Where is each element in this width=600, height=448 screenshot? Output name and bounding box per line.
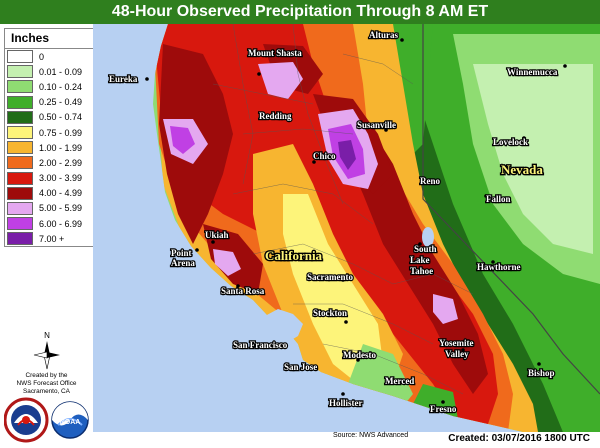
legend-row: 7.00 +: [5, 231, 93, 246]
legend-row: 0: [5, 49, 93, 64]
legend-label: 6.00 - 6.99: [39, 218, 83, 229]
legend-label: 7.00 +: [39, 233, 65, 244]
label-hollister: Hollister: [329, 398, 363, 408]
legend-swatch: [7, 95, 33, 109]
label-lovelock: Lovelock: [493, 137, 528, 147]
legend-row: 0.75 - 0.99: [5, 125, 93, 140]
label-stockton: Stockton: [313, 308, 347, 318]
label-winnemucca: Winnemucca: [507, 67, 558, 77]
legend-row: 0.01 - 0.09: [5, 64, 93, 79]
label-reno: Reno: [420, 176, 440, 186]
label-san-francisco: San Francisco: [233, 340, 288, 350]
legend-row: 2.00 - 2.99: [5, 155, 93, 170]
legend-row: 0.10 - 0.24: [5, 79, 93, 94]
noaa-logo-icon: NOAA: [51, 401, 89, 439]
source-text: Source: NWS Advanced: [333, 432, 409, 439]
label-merced: Merced: [385, 376, 414, 386]
precip-legend: Inches 0 0.01 - 0.09 0.10 - 0.24 0.25 - 0.4…: [4, 28, 94, 248]
legend-swatch: [7, 50, 33, 64]
legend-swatch: [7, 156, 33, 170]
label-point: Point: [171, 248, 192, 258]
legend-swatch: [7, 80, 33, 94]
legend-label: 0.75 - 0.99: [39, 127, 83, 138]
label-ukiah: Ukiah: [205, 230, 229, 240]
label-south: South: [414, 244, 437, 254]
label-lake: Lake: [410, 255, 430, 265]
legend-label: 0.25 - 0.49: [39, 97, 83, 108]
legend-row: 6.00 - 6.99: [5, 216, 93, 231]
legend-row: 4.00 - 4.99: [5, 186, 93, 201]
label-arena: Arena: [171, 258, 195, 268]
legend-row: 3.00 - 3.99: [5, 171, 93, 186]
label-sacramento: Sacramento: [307, 272, 353, 282]
precip-map[interactable]: Mount Shasta Alturas Winnemucca Eureka R…: [93, 24, 600, 432]
legend-swatch: [7, 110, 33, 124]
legend-label: 3.00 - 3.99: [39, 173, 83, 184]
agency-logos: NOAA: [3, 395, 90, 443]
legend-label: 0.01 - 0.09: [39, 66, 83, 77]
legend-row: 1.00 - 1.99: [5, 140, 93, 155]
bottom-bar: Source: NWS Advanced Created: 03/07/2016…: [93, 432, 600, 446]
legend-swatch: [7, 201, 33, 215]
label-fresno: Fresno: [430, 404, 457, 414]
legend-row: 0.50 - 0.74: [5, 110, 93, 125]
label-california: California: [265, 248, 323, 263]
label-santa-rosa: Santa Rosa: [221, 286, 265, 296]
city-labels: Mount Shasta Alturas Winnemucca Eureka R…: [108, 29, 559, 415]
legend-row: 0.25 - 0.49: [5, 95, 93, 110]
label-susanville: Susanville: [357, 120, 396, 130]
city-dots: [145, 38, 567, 404]
legend-swatch: [7, 126, 33, 140]
north-arrow-icon: N: [31, 329, 63, 378]
label-tahoe: Tahoe: [410, 266, 433, 276]
label-alturas: Alturas: [369, 30, 398, 40]
legend-rows: 0 0.01 - 0.09 0.10 - 0.24 0.25 - 0.49 0.50 -…: [5, 49, 93, 246]
legend-label: 5.00 - 5.99: [39, 203, 83, 214]
legend-label: 0: [39, 51, 45, 62]
state-boundary: [422, 24, 600, 395]
legend-label: 4.00 - 4.99: [39, 188, 83, 199]
legend-title: Inches: [5, 29, 93, 49]
label-valley: Valley: [445, 349, 469, 359]
credit-text: Created by the NWS Forecast Office Sacra…: [0, 372, 93, 396]
legend-swatch: [7, 217, 33, 231]
label-hawthorne: Hawthorne: [477, 262, 521, 272]
bay-water: [265, 309, 303, 342]
state-labels: California Nevada: [264, 161, 545, 265]
noaa-logo-text: NOAA: [60, 419, 81, 426]
compass-letter: N: [44, 331, 50, 340]
label-mount-shasta: Mount Shasta: [248, 48, 302, 58]
legend-swatch: [7, 171, 33, 185]
created-timestamp: Created: 03/07/2016 1800 UTC: [448, 433, 590, 444]
left-panel: Inches 0 0.01 - 0.09 0.10 - 0.24 0.25 - 0.4…: [0, 24, 94, 446]
nws-logo-icon: [3, 397, 49, 443]
legend-label: 2.00 - 2.99: [39, 157, 83, 168]
label-san-jose: San Jose: [284, 362, 317, 372]
label-eureka: Eureka: [109, 74, 138, 84]
county-lines: [212, 24, 474, 395]
legend-label: 0.10 - 0.24: [39, 81, 83, 92]
legend-swatch: [7, 65, 33, 79]
credit-line-1: Created by the: [25, 372, 68, 379]
legend-row: 5.00 - 5.99: [5, 201, 93, 216]
legend-label: 0.50 - 0.74: [39, 112, 83, 123]
credit-line-2: NWS Forecast Office: [16, 380, 77, 387]
label-bishop: Bishop: [528, 368, 555, 378]
legend-swatch: [7, 141, 33, 155]
map-title: 48-Hour Observed Precipitation Through 8…: [0, 0, 600, 24]
legend-swatch: [7, 232, 33, 246]
label-redding: Redding: [259, 111, 292, 121]
legend-label: 1.00 - 1.99: [39, 142, 83, 153]
label-chico: Chico: [313, 151, 336, 161]
lake-tahoe-water: [422, 227, 434, 247]
legend-swatch: [7, 186, 33, 200]
label-nevada: Nevada: [501, 162, 543, 177]
label-yosemite: Yosemite: [439, 338, 474, 348]
credit-line-3: Sacramento, CA: [23, 388, 70, 395]
label-modesto: Modesto: [343, 350, 376, 360]
label-fallon: Fallon: [486, 194, 511, 204]
